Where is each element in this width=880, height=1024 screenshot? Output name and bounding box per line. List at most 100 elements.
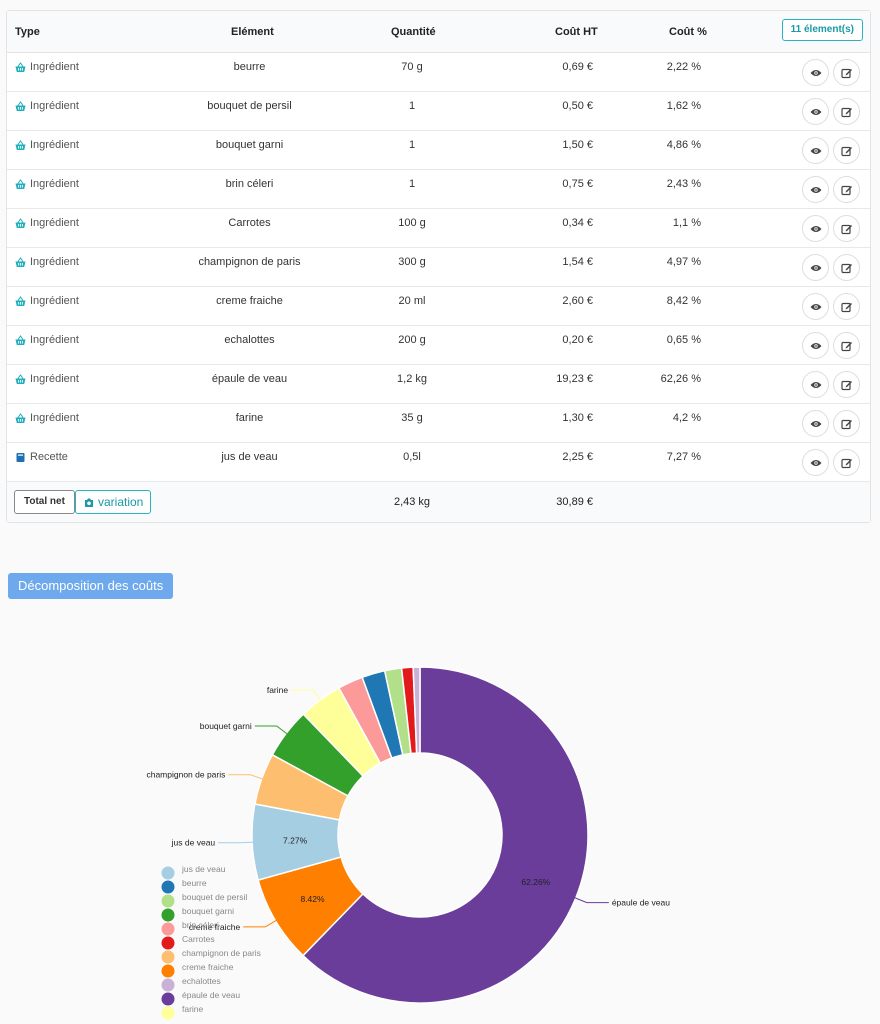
quantity-cell: 35 g	[401, 412, 423, 424]
slice-8[interactable]	[412, 666, 421, 754]
quantity-cell: 20 ml	[398, 295, 426, 307]
edit-button[interactable]	[833, 254, 860, 281]
type-cell: Ingrédient	[15, 178, 79, 190]
slice-percent-label: 7.27%	[283, 835, 308, 845]
table-row: Ingrédient beurre 70 g 0,69 € 2,22 %	[7, 53, 870, 92]
slice-name-label: épaule de veau	[612, 898, 670, 908]
cost-donut-chart: 62.26% épaule de veau 8.42% creme fraiche 7.…	[146, 666, 670, 1020]
edit-button[interactable]	[833, 449, 860, 476]
quantity-cell: 1	[408, 100, 416, 112]
type-label: Ingrédient	[30, 373, 79, 385]
table-row: Ingrédient creme fraiche 20 ml 2,60 € 8,42 %	[7, 287, 870, 326]
basket-icon	[15, 217, 26, 228]
legend-item[interactable]: brin céleri	[182, 920, 219, 930]
legend-swatch[interactable]	[161, 936, 175, 950]
percent-cell: 0,65 %	[666, 334, 701, 346]
cost-cell: 1,50 €	[562, 139, 593, 151]
legend-swatch[interactable]	[161, 950, 175, 964]
view-button[interactable]	[802, 293, 829, 320]
legend-swatch[interactable]	[161, 1006, 175, 1020]
total-quantity: 2,43 kg	[393, 496, 431, 508]
callout-line	[218, 841, 255, 844]
edit-button[interactable]	[833, 293, 860, 320]
edit-button[interactable]	[833, 332, 860, 359]
edit-button[interactable]	[833, 410, 860, 437]
legend-swatch[interactable]	[161, 922, 175, 936]
cost-breakdown-button[interactable]: Décomposition des coûts	[8, 573, 174, 599]
legend-item[interactable]: bouquet de persil	[182, 892, 247, 902]
legend-swatch[interactable]	[161, 964, 175, 978]
legend-item[interactable]: jus de veau	[181, 864, 226, 874]
eye-icon	[810, 264, 821, 271]
view-button[interactable]	[802, 449, 829, 476]
basket-icon	[15, 139, 26, 150]
total-net-button[interactable]: Total net	[14, 490, 75, 514]
edit-button[interactable]	[833, 98, 860, 125]
edit-button[interactable]	[833, 137, 860, 164]
legend-item[interactable]: farine	[182, 1004, 204, 1014]
edit-icon	[840, 146, 852, 156]
basket-icon	[15, 412, 26, 423]
edit-button[interactable]	[833, 371, 860, 398]
element-cell: épaule de veau	[211, 373, 288, 385]
view-button[interactable]	[802, 332, 829, 359]
type-label: Recette	[30, 451, 68, 463]
legend-item[interactable]: bouquet garni	[182, 906, 234, 916]
view-button[interactable]	[802, 98, 829, 125]
legend-swatch[interactable]	[161, 866, 175, 880]
cost-cell: 2,25 €	[562, 451, 593, 463]
edit-button[interactable]	[833, 176, 860, 203]
legend-swatch[interactable]	[161, 880, 175, 894]
view-button[interactable]	[802, 215, 829, 242]
slice-9[interactable]	[301, 666, 589, 1004]
type-label: Ingrédient	[30, 61, 79, 73]
slice-name-label: creme fraiche	[189, 922, 241, 932]
slice-name-label: champignon de paris	[146, 770, 225, 780]
legend-item[interactable]: Carrotes	[182, 934, 215, 944]
legend-item[interactable]: echalottes	[182, 976, 221, 986]
edit-icon	[840, 185, 852, 195]
header-quantity: Quantité	[391, 26, 436, 38]
callout-line	[254, 725, 289, 735]
view-button[interactable]	[802, 254, 829, 281]
slice-percent-label: 62.26%	[521, 877, 550, 887]
legend-item[interactable]: champignon de paris	[182, 948, 261, 958]
basket-icon	[15, 178, 26, 189]
type-cell: Ingrédient	[15, 217, 79, 229]
legend-swatch[interactable]	[161, 978, 175, 992]
edit-icon	[840, 341, 852, 351]
callout-line	[291, 689, 322, 702]
cost-cell: 0,75 €	[562, 178, 593, 190]
legend-swatch[interactable]	[161, 908, 175, 922]
legend-item[interactable]: beurre	[182, 878, 207, 888]
book-icon	[16, 452, 25, 462]
slice-name-label: bouquet garni	[200, 721, 252, 731]
table-row: Ingrédient épaule de veau 1,2 kg 19,23 € 62,…	[7, 365, 870, 404]
edit-icon	[840, 302, 852, 312]
edit-button[interactable]	[833, 215, 860, 242]
composition-table: Type Elément Quantité Coût HT Coût % 11 …	[6, 10, 871, 523]
edit-icon	[840, 380, 852, 390]
type-cell: Ingrédient	[15, 373, 79, 385]
quantity-cell: 100 g	[398, 217, 426, 229]
element-count-badge[interactable]: 11 élement(s)	[781, 19, 863, 41]
edit-icon	[840, 107, 852, 117]
variation-button[interactable]: variation	[75, 490, 152, 514]
view-button[interactable]	[802, 410, 829, 437]
view-button[interactable]	[802, 371, 829, 398]
percent-cell: 1,1 %	[672, 217, 701, 229]
legend-swatch[interactable]	[161, 894, 175, 908]
cost-cell: 0,50 €	[562, 100, 593, 112]
view-button[interactable]	[802, 137, 829, 164]
view-button[interactable]	[802, 176, 829, 203]
percent-cell: 2,22 %	[666, 61, 701, 73]
cost-cell: 0,34 €	[562, 217, 593, 229]
legend-item[interactable]: creme fraiche	[182, 962, 234, 972]
legend-swatch[interactable]	[161, 992, 175, 1006]
eye-icon	[810, 342, 821, 349]
legend-item[interactable]: épaule de veau	[182, 990, 240, 1000]
total-cost: 30,89 €	[556, 496, 593, 508]
edit-button[interactable]	[833, 59, 860, 86]
view-button[interactable]	[802, 59, 829, 86]
eye-icon	[810, 225, 821, 232]
